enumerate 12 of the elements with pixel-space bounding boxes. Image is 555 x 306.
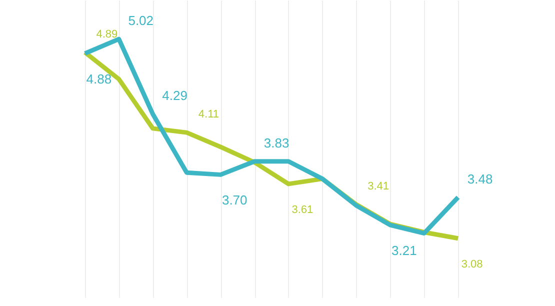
data-label: 4.11: [198, 108, 220, 121]
data-label: 3.83: [264, 135, 290, 150]
data-label: 3.21: [392, 243, 417, 258]
data-label: 4.89: [96, 28, 118, 40]
data-label: 3.61: [292, 204, 314, 216]
data-label: 5.02: [128, 13, 154, 28]
data-label: 3.70: [222, 192, 248, 208]
data-label: 4.88: [86, 71, 112, 86]
data-label: 3.41: [368, 180, 390, 192]
data-label: 3.08: [461, 258, 483, 270]
data-label: 4.29: [162, 88, 188, 104]
data-label: 3.48: [467, 171, 493, 186]
